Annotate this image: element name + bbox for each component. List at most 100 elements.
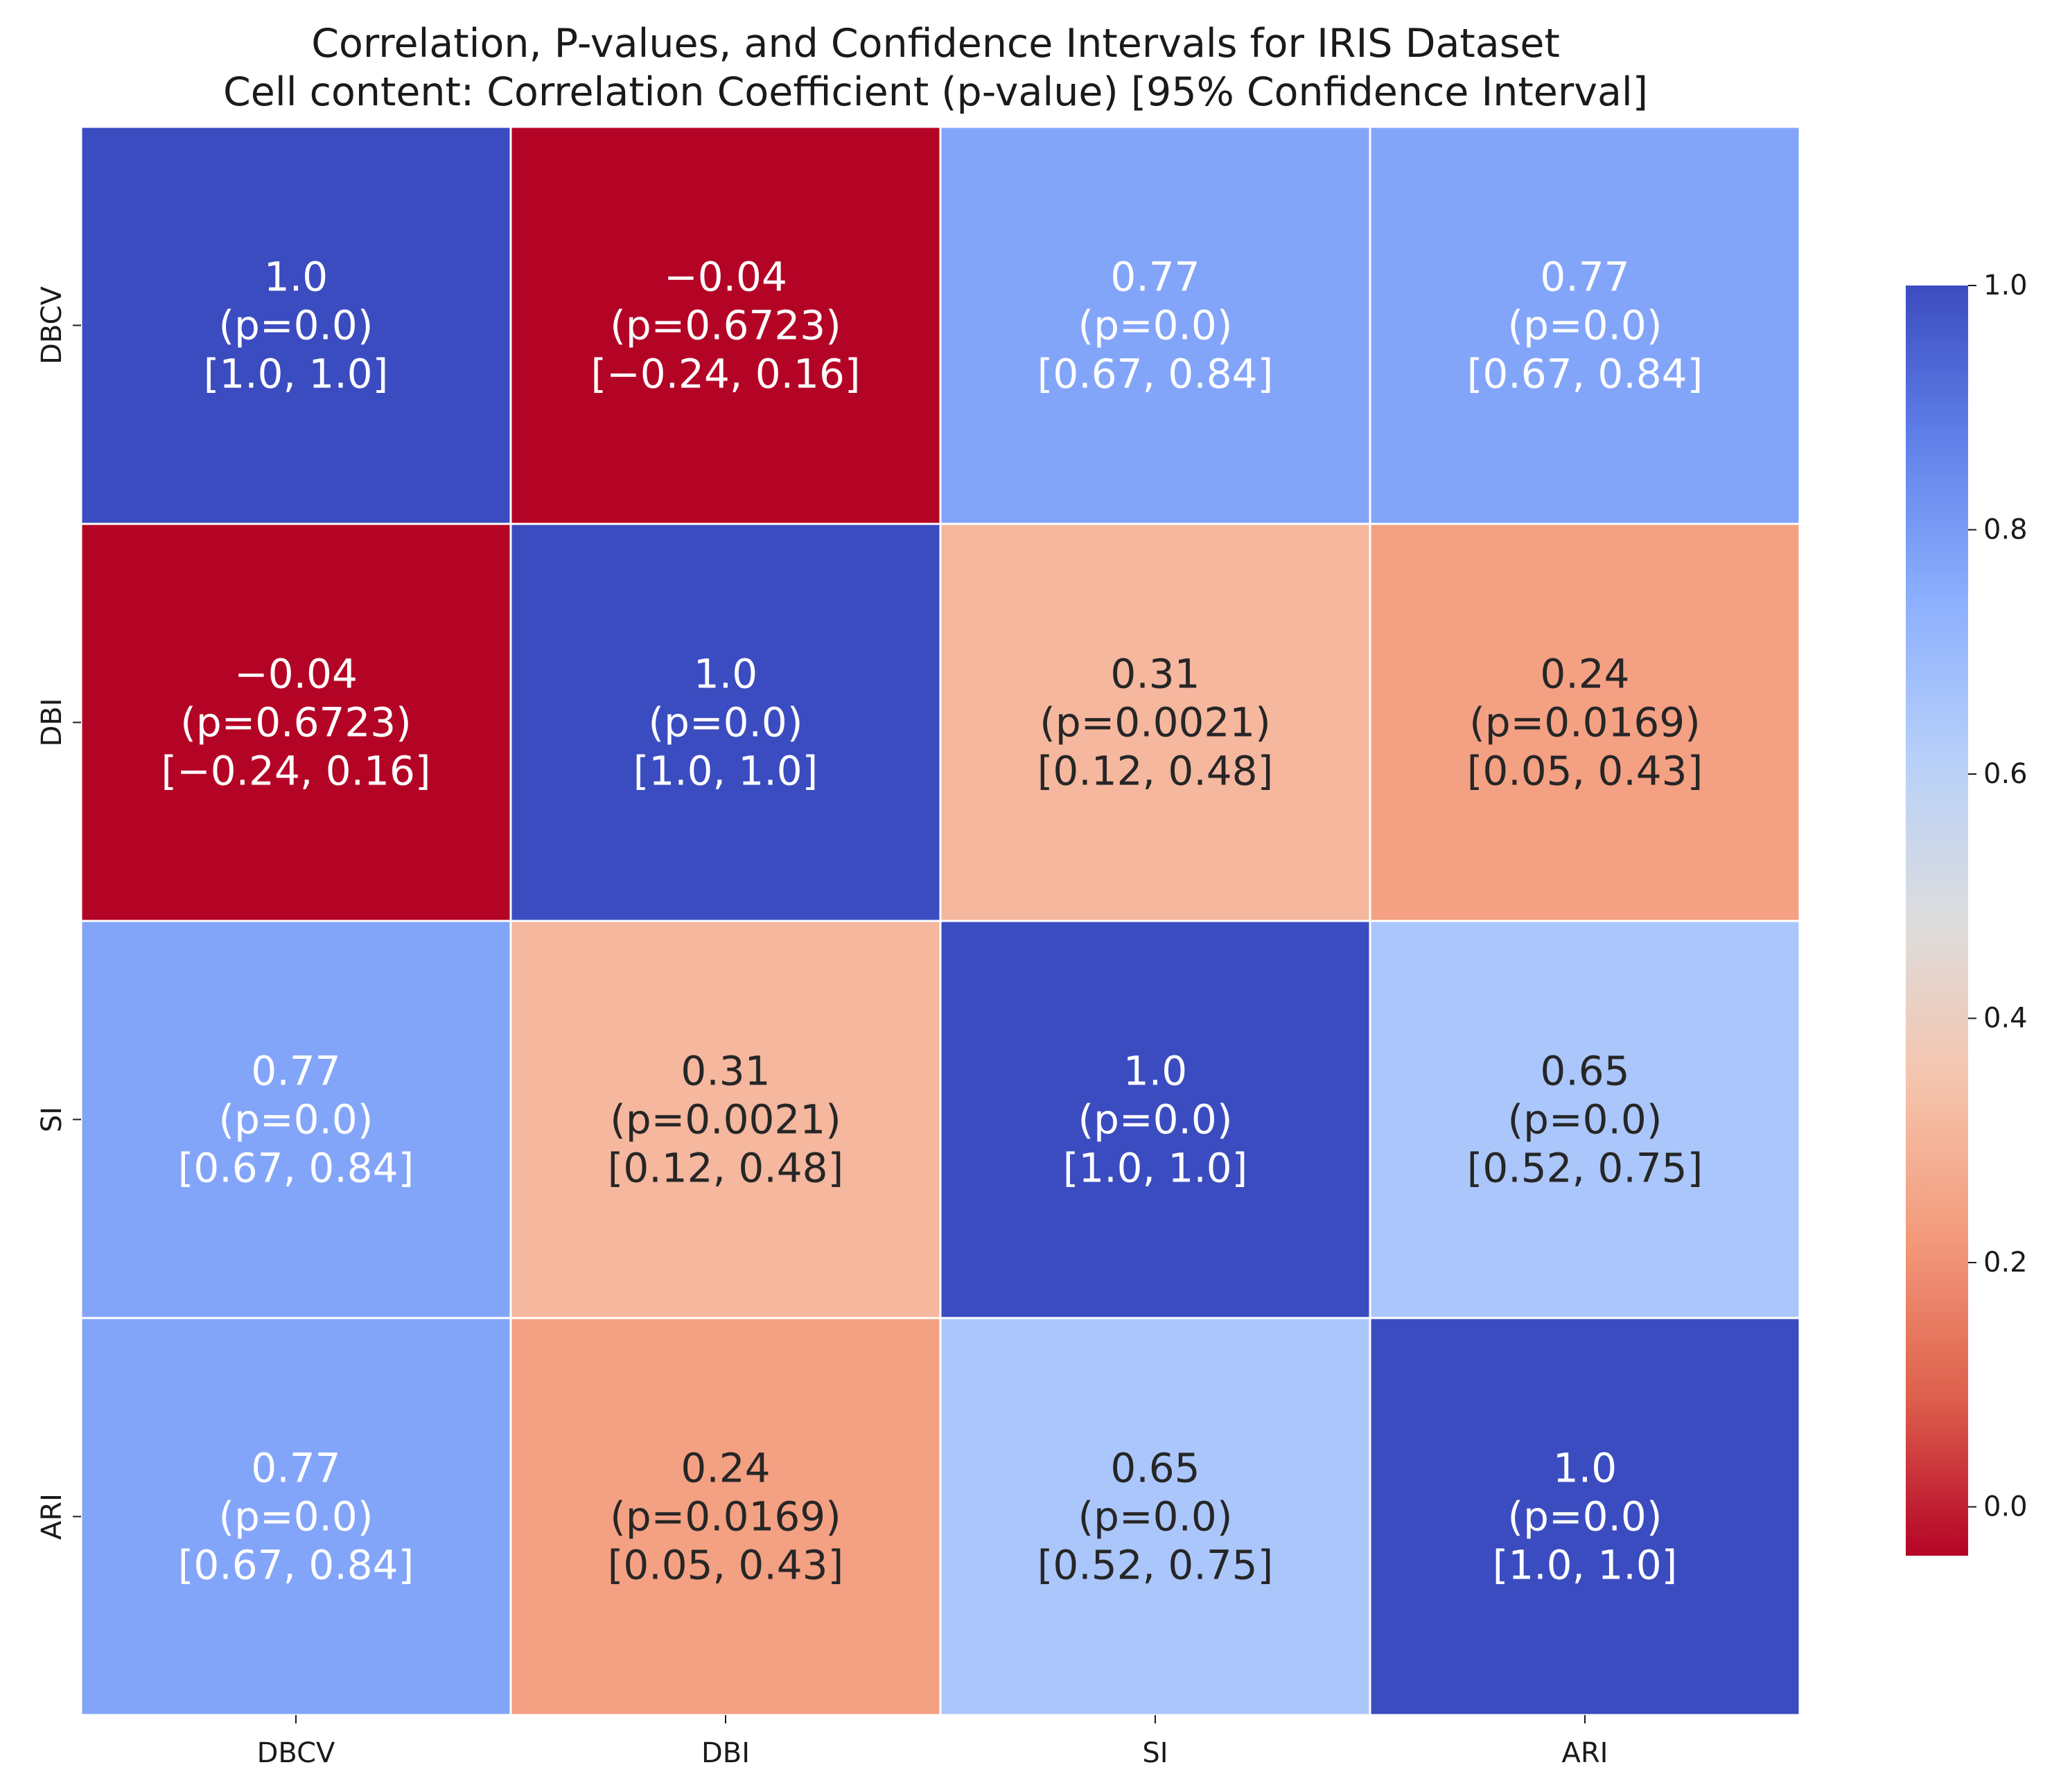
cell-ci-label: [0.52, 0.75] <box>1467 1145 1703 1192</box>
heatmap-cell-dbi-dbcv: −0.04(p=0.6723)[−0.24, 0.16] <box>80 522 512 922</box>
cell-ci-label: [1.0, 1.0] <box>1063 1145 1248 1192</box>
colorbar-tick-label: 0.2 <box>1983 1247 2028 1279</box>
chart-subtitle: Cell content: Correlation Coefficient (p… <box>223 69 1648 115</box>
cell-pvalue-label: (p=0.0) <box>1508 1096 1663 1143</box>
heatmap-axes: DBCV DBI SI ARI DBCV DBI SI ARI <box>36 286 1608 1769</box>
heatmap-cell-dbcv-ari: 0.77(p=0.0)[0.67, 0.84] <box>1369 125 1801 525</box>
heatmap-cell-rect <box>1369 1317 1801 1716</box>
heatmap-cell-si-si: 1.0(p=0.0)[1.0, 1.0] <box>939 920 1371 1319</box>
colorbar-tick-label: 1.0 <box>1983 270 2028 301</box>
cell-ci-label: [1.0, 1.0] <box>204 351 389 398</box>
cell-ci-label: [0.67, 0.84] <box>1037 351 1273 398</box>
cell-ci-label: [0.05, 0.43] <box>1467 748 1703 795</box>
heatmap-cell-rect <box>80 1317 512 1716</box>
heatmap-cells: 1.0(p=0.0)[1.0, 1.0]−0.04(p=0.6723)[−0.2… <box>80 125 1801 1716</box>
heatmap-cell-si-dbcv: 0.77(p=0.0)[0.67, 0.84] <box>80 920 512 1319</box>
cell-pvalue-label: (p=0.0) <box>649 699 803 746</box>
cell-pvalue-label: (p=0.0) <box>1078 302 1233 349</box>
cell-ci-label: [0.67, 0.84] <box>178 1145 414 1192</box>
heatmap-cell-rect <box>509 125 942 525</box>
cell-pvalue-label: (p=0.0) <box>1508 1493 1663 1540</box>
heatmap-cell-dbi-si: 0.31(p=0.0021)[0.12, 0.48] <box>939 522 1371 922</box>
cell-pvalue-label: (p=0.6723) <box>610 302 841 349</box>
colorbar-gradient <box>1906 286 1968 1556</box>
cell-ci-label: [0.67, 0.84] <box>1467 351 1703 398</box>
heatmap-cell-rect <box>939 1317 1371 1716</box>
cell-pvalue-label: (p=0.0) <box>219 302 374 349</box>
colorbar: 0.0 0.2 0.4 0.6 0.8 1.0 <box>1906 270 2028 1556</box>
heatmap-cell-si-ari: 0.65(p=0.0)[0.52, 0.75] <box>1369 920 1801 1319</box>
cell-pvalue-label: (p=0.0169) <box>1469 699 1701 746</box>
y-tick-label: SI <box>36 1107 68 1132</box>
cell-pvalue-label: (p=0.0169) <box>610 1493 841 1540</box>
heatmap-cell-si-dbi: 0.31(p=0.0021)[0.12, 0.48] <box>509 920 942 1319</box>
colorbar-tick-label: 0.4 <box>1983 1003 2028 1035</box>
heatmap-cell-rect <box>509 920 942 1319</box>
heatmap-cell-ari-dbi: 0.24(p=0.0169)[0.05, 0.43] <box>509 1317 942 1716</box>
cell-correlation-label: 1.0 <box>694 651 757 698</box>
cell-correlation-label: −0.04 <box>234 651 358 698</box>
heatmap-cell-dbcv-si: 0.77(p=0.0)[0.67, 0.84] <box>939 125 1371 525</box>
y-tick-label: DBI <box>36 698 68 746</box>
y-tick-label: DBCV <box>36 286 68 364</box>
heatmap-cell-rect <box>939 125 1371 525</box>
cell-correlation-label: 0.31 <box>1110 651 1200 698</box>
cell-correlation-label: 0.65 <box>1110 1445 1200 1492</box>
cell-pvalue-label: (p=0.0) <box>219 1493 374 1540</box>
cell-correlation-label: 0.31 <box>681 1048 770 1095</box>
cell-correlation-label: 1.0 <box>1123 1048 1187 1095</box>
heatmap-cell-dbcv-dbcv: 1.0(p=0.0)[1.0, 1.0] <box>80 125 512 525</box>
colorbar-tick-label: 0.8 <box>1983 514 2028 546</box>
heatmap-cell-rect <box>509 1317 942 1716</box>
cell-pvalue-label: (p=0.6723) <box>180 699 412 746</box>
heatmap-cell-ari-si: 0.65(p=0.0)[0.52, 0.75] <box>939 1317 1371 1716</box>
cell-correlation-label: 0.77 <box>1110 254 1200 301</box>
heatmap-cell-rect <box>1369 920 1801 1319</box>
cell-correlation-label: 0.77 <box>1540 254 1629 301</box>
cell-pvalue-label: (p=0.0) <box>219 1096 374 1143</box>
colorbar-tick-label: 0.0 <box>1983 1491 2028 1523</box>
cell-correlation-label: 0.65 <box>1540 1048 1629 1095</box>
y-tick-label: ARI <box>36 1493 68 1540</box>
cell-pvalue-label: (p=0.0021) <box>1040 699 1271 746</box>
x-tick-label: DBCV <box>257 1737 335 1769</box>
heatmap-cell-dbi-ari: 0.24(p=0.0169)[0.05, 0.43] <box>1369 522 1801 922</box>
x-tick-label: ARI <box>1562 1737 1608 1769</box>
cell-correlation-label: 0.24 <box>681 1445 770 1492</box>
cell-pvalue-label: (p=0.0) <box>1078 1096 1233 1143</box>
cell-correlation-label: −0.04 <box>664 254 787 301</box>
heatmap-cell-rect <box>509 522 942 922</box>
cell-ci-label: [0.05, 0.43] <box>608 1542 843 1589</box>
heatmap-cell-rect <box>80 125 512 525</box>
cell-ci-label: [1.0, 1.0] <box>633 748 818 795</box>
heatmap-cell-dbcv-dbi: −0.04(p=0.6723)[−0.24, 0.16] <box>509 125 942 525</box>
x-tick-label: SI <box>1142 1737 1168 1769</box>
cell-ci-label: [1.0, 1.0] <box>1493 1542 1678 1589</box>
heatmap-cell-rect <box>939 522 1371 922</box>
colorbar-tick-label: 0.6 <box>1983 758 2028 790</box>
cell-correlation-label: 1.0 <box>1553 1445 1617 1492</box>
cell-ci-label: [−0.24, 0.16] <box>590 351 860 398</box>
heatmap-cell-rect <box>80 522 512 922</box>
heatmap-cell-rect <box>1369 522 1801 922</box>
cell-correlation-label: 0.24 <box>1540 651 1629 698</box>
cell-ci-label: [0.12, 0.48] <box>608 1145 843 1192</box>
cell-correlation-label: 1.0 <box>264 254 328 301</box>
cell-pvalue-label: (p=0.0) <box>1508 302 1663 349</box>
cell-correlation-label: 0.77 <box>251 1048 340 1095</box>
heatmap-cell-ari-dbcv: 0.77(p=0.0)[0.67, 0.84] <box>80 1317 512 1716</box>
cell-pvalue-label: (p=0.0021) <box>610 1096 841 1143</box>
heatmap-cell-ari-ari: 1.0(p=0.0)[1.0, 1.0] <box>1369 1317 1801 1716</box>
cell-ci-label: [0.52, 0.75] <box>1037 1542 1273 1589</box>
cell-correlation-label: 0.77 <box>251 1445 340 1492</box>
cell-ci-label: [0.12, 0.48] <box>1037 748 1273 795</box>
cell-ci-label: [0.67, 0.84] <box>178 1542 414 1589</box>
cell-ci-label: [−0.24, 0.16] <box>161 748 430 795</box>
heatmap-cell-rect <box>1369 125 1801 525</box>
heatmap-cell-dbi-dbi: 1.0(p=0.0)[1.0, 1.0] <box>509 522 942 922</box>
cell-pvalue-label: (p=0.0) <box>1078 1493 1233 1540</box>
x-tick-label: DBI <box>701 1737 750 1769</box>
chart-title: Correlation, P-values, and Confidence In… <box>311 21 1560 67</box>
